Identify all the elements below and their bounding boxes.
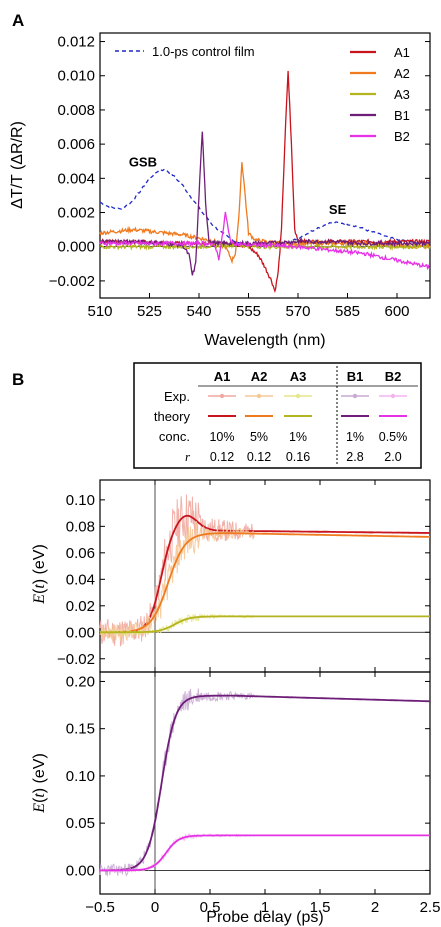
table-cell: 0.5% <box>379 430 408 444</box>
y-tick-label: 0.10 <box>66 768 95 785</box>
panel-a-y-tick-label: 0.010 <box>57 68 95 85</box>
table-cell: 2.0 <box>384 450 401 464</box>
table-exp-marker <box>295 393 301 399</box>
panel-a-y-tick-label: −0.002 <box>49 273 95 290</box>
x-tick-label: 0 <box>151 899 159 916</box>
table-row-label: theory <box>154 409 191 424</box>
table-cell: 5% <box>250 430 268 444</box>
panel-b-bottom-frame <box>99 671 431 895</box>
panel-b-bottom-y-axis-title: E(t) (eV) <box>31 753 48 814</box>
table-frame <box>133 362 422 469</box>
table-cell: 0.12 <box>210 450 234 464</box>
theory-curve-b2 <box>100 834 430 872</box>
panel-a-x-tick-label: 585 <box>335 303 360 320</box>
table-col-header-a1: A1 <box>214 369 231 384</box>
table-col-header-a3: A3 <box>290 369 307 384</box>
table-exp-marker <box>256 393 262 399</box>
y-tick-label: 0.02 <box>66 598 95 615</box>
legend-label-b2: B2 <box>394 129 410 144</box>
table-cell: 2.8 <box>346 450 363 464</box>
panel-a-y-tick-label: 0.004 <box>57 170 95 187</box>
x-tick-label: 2.5 <box>420 899 441 916</box>
table-cell: 0.12 <box>247 450 271 464</box>
control-legend-label: 1.0-ps control film <box>152 44 255 59</box>
panel-a-annotation: SE <box>329 202 347 217</box>
table-exp-marker <box>219 393 225 399</box>
panel-a-frame <box>99 32 431 299</box>
panel-a-x-tick-label: 525 <box>137 303 162 320</box>
y-tick-label: 0.20 <box>66 673 95 690</box>
y-tick-label: 0.00 <box>66 624 95 641</box>
panel-a-annotation: GSB <box>129 154 157 169</box>
exp-trace-b2 <box>99 832 429 874</box>
y-tick-label: 0.15 <box>66 721 95 738</box>
x-tick-label: 0.5 <box>200 899 221 916</box>
table-col-header-b2: B2 <box>385 369 402 384</box>
y-tick-label: −0.02 <box>57 651 95 668</box>
x-tick-label: 1.5 <box>310 899 331 916</box>
panel-a-series-a3 <box>99 241 431 252</box>
legend-label-a2: A2 <box>394 66 410 81</box>
panel-a-series-b1 <box>99 131 431 276</box>
table-row-label: Exp. <box>164 389 190 404</box>
table-exp-marker <box>390 393 396 399</box>
panel-b-table: A1 A2 A3 B1 B2 Exp. theory conc. 10% 5% 1% 1% 0.5% r 0… <box>133 362 422 469</box>
panel-a-y-tick-label: 0.002 <box>57 205 95 222</box>
table-exp-marker <box>352 393 358 399</box>
table-row-label: r <box>185 449 191 464</box>
x-tick-label: 1 <box>261 899 269 916</box>
panel-b-x-axis-title: Probe delay (ps) <box>206 909 323 926</box>
panel-a-y-tick-label: 0.006 <box>57 136 95 153</box>
legend-label-a1: A1 <box>394 45 410 60</box>
panel-letter-b: B <box>12 370 24 389</box>
y-tick-label: 0.10 <box>66 492 95 509</box>
panel-a-spectra: −0.002 0.000 0.002 0.004 0.006 0.008 0.010 0.01… <box>9 32 431 349</box>
panel-a-x-tick-label: 555 <box>236 303 261 320</box>
theory-curve-a1 <box>100 514 430 634</box>
table-col-header-a2: A2 <box>251 369 268 384</box>
panel-a-y-tick-label: 0.012 <box>57 34 95 51</box>
panel-a-x-tick-label: 570 <box>285 303 310 320</box>
panel-a-x-axis-title: Wavelength (nm) <box>204 332 325 349</box>
panel-a-legend: A1 A2 A3 B1 B2 <box>350 45 410 144</box>
table-cell: 0.16 <box>286 450 310 464</box>
y-tick-label: 0.00 <box>66 862 95 879</box>
y-tick-label: 0.06 <box>66 545 95 562</box>
table-cell: 10% <box>209 430 234 444</box>
table-cell: 1% <box>289 430 307 444</box>
panel-a-y-axis-title: ΔT/T (ΔR/R) <box>9 121 26 209</box>
x-tick-label: −0.5 <box>85 899 115 916</box>
y-tick-label: 0.05 <box>66 815 95 832</box>
x-tick-label: 2 <box>371 899 379 916</box>
theory-curve-a2 <box>100 532 430 634</box>
panel-b-top-y-axis-title: E(t) (eV) <box>31 544 48 605</box>
panel-b-bottom-plot: 0.00 0.05 0.10 0.15 0.20 −0.5 0 0.5 1 1.5 2 2.5 E(t… <box>31 671 441 926</box>
theory-curve-a3 <box>100 615 430 634</box>
panel-a-x-tick-label: 600 <box>384 303 409 320</box>
legend-label-b1: B1 <box>394 108 410 123</box>
panel-a-series-a2 <box>99 162 431 265</box>
theory-curve-b1 <box>100 694 430 872</box>
panel-b-top-frame <box>99 479 431 673</box>
panel-a-x-tick-label: 540 <box>186 303 211 320</box>
panel-letter-a: A <box>12 11 24 30</box>
panel-a-series-b2 <box>99 211 431 271</box>
panel-b-top-plot: −0.02 0.00 0.02 0.04 0.06 0.08 0.10 E(t) (eV) <box>31 479 431 673</box>
panel-a-series-1-0-ps-control-film <box>99 168 431 247</box>
y-tick-label: 0.04 <box>66 571 95 588</box>
table-cell: 1% <box>346 430 364 444</box>
panel-a-y-tick-label: 0.000 <box>57 239 95 256</box>
panel-a-y-tick-label: 0.008 <box>57 102 95 119</box>
table-col-header-b1: B1 <box>347 369 364 384</box>
legend-label-a3: A3 <box>394 87 410 102</box>
panel-a-x-tick-label: 510 <box>87 303 112 320</box>
y-tick-label: 0.08 <box>66 518 95 535</box>
table-row-label: conc. <box>159 429 190 444</box>
exp-trace-b1 <box>99 688 429 877</box>
panel-a-control-legend: 1.0-ps control film <box>115 44 255 59</box>
